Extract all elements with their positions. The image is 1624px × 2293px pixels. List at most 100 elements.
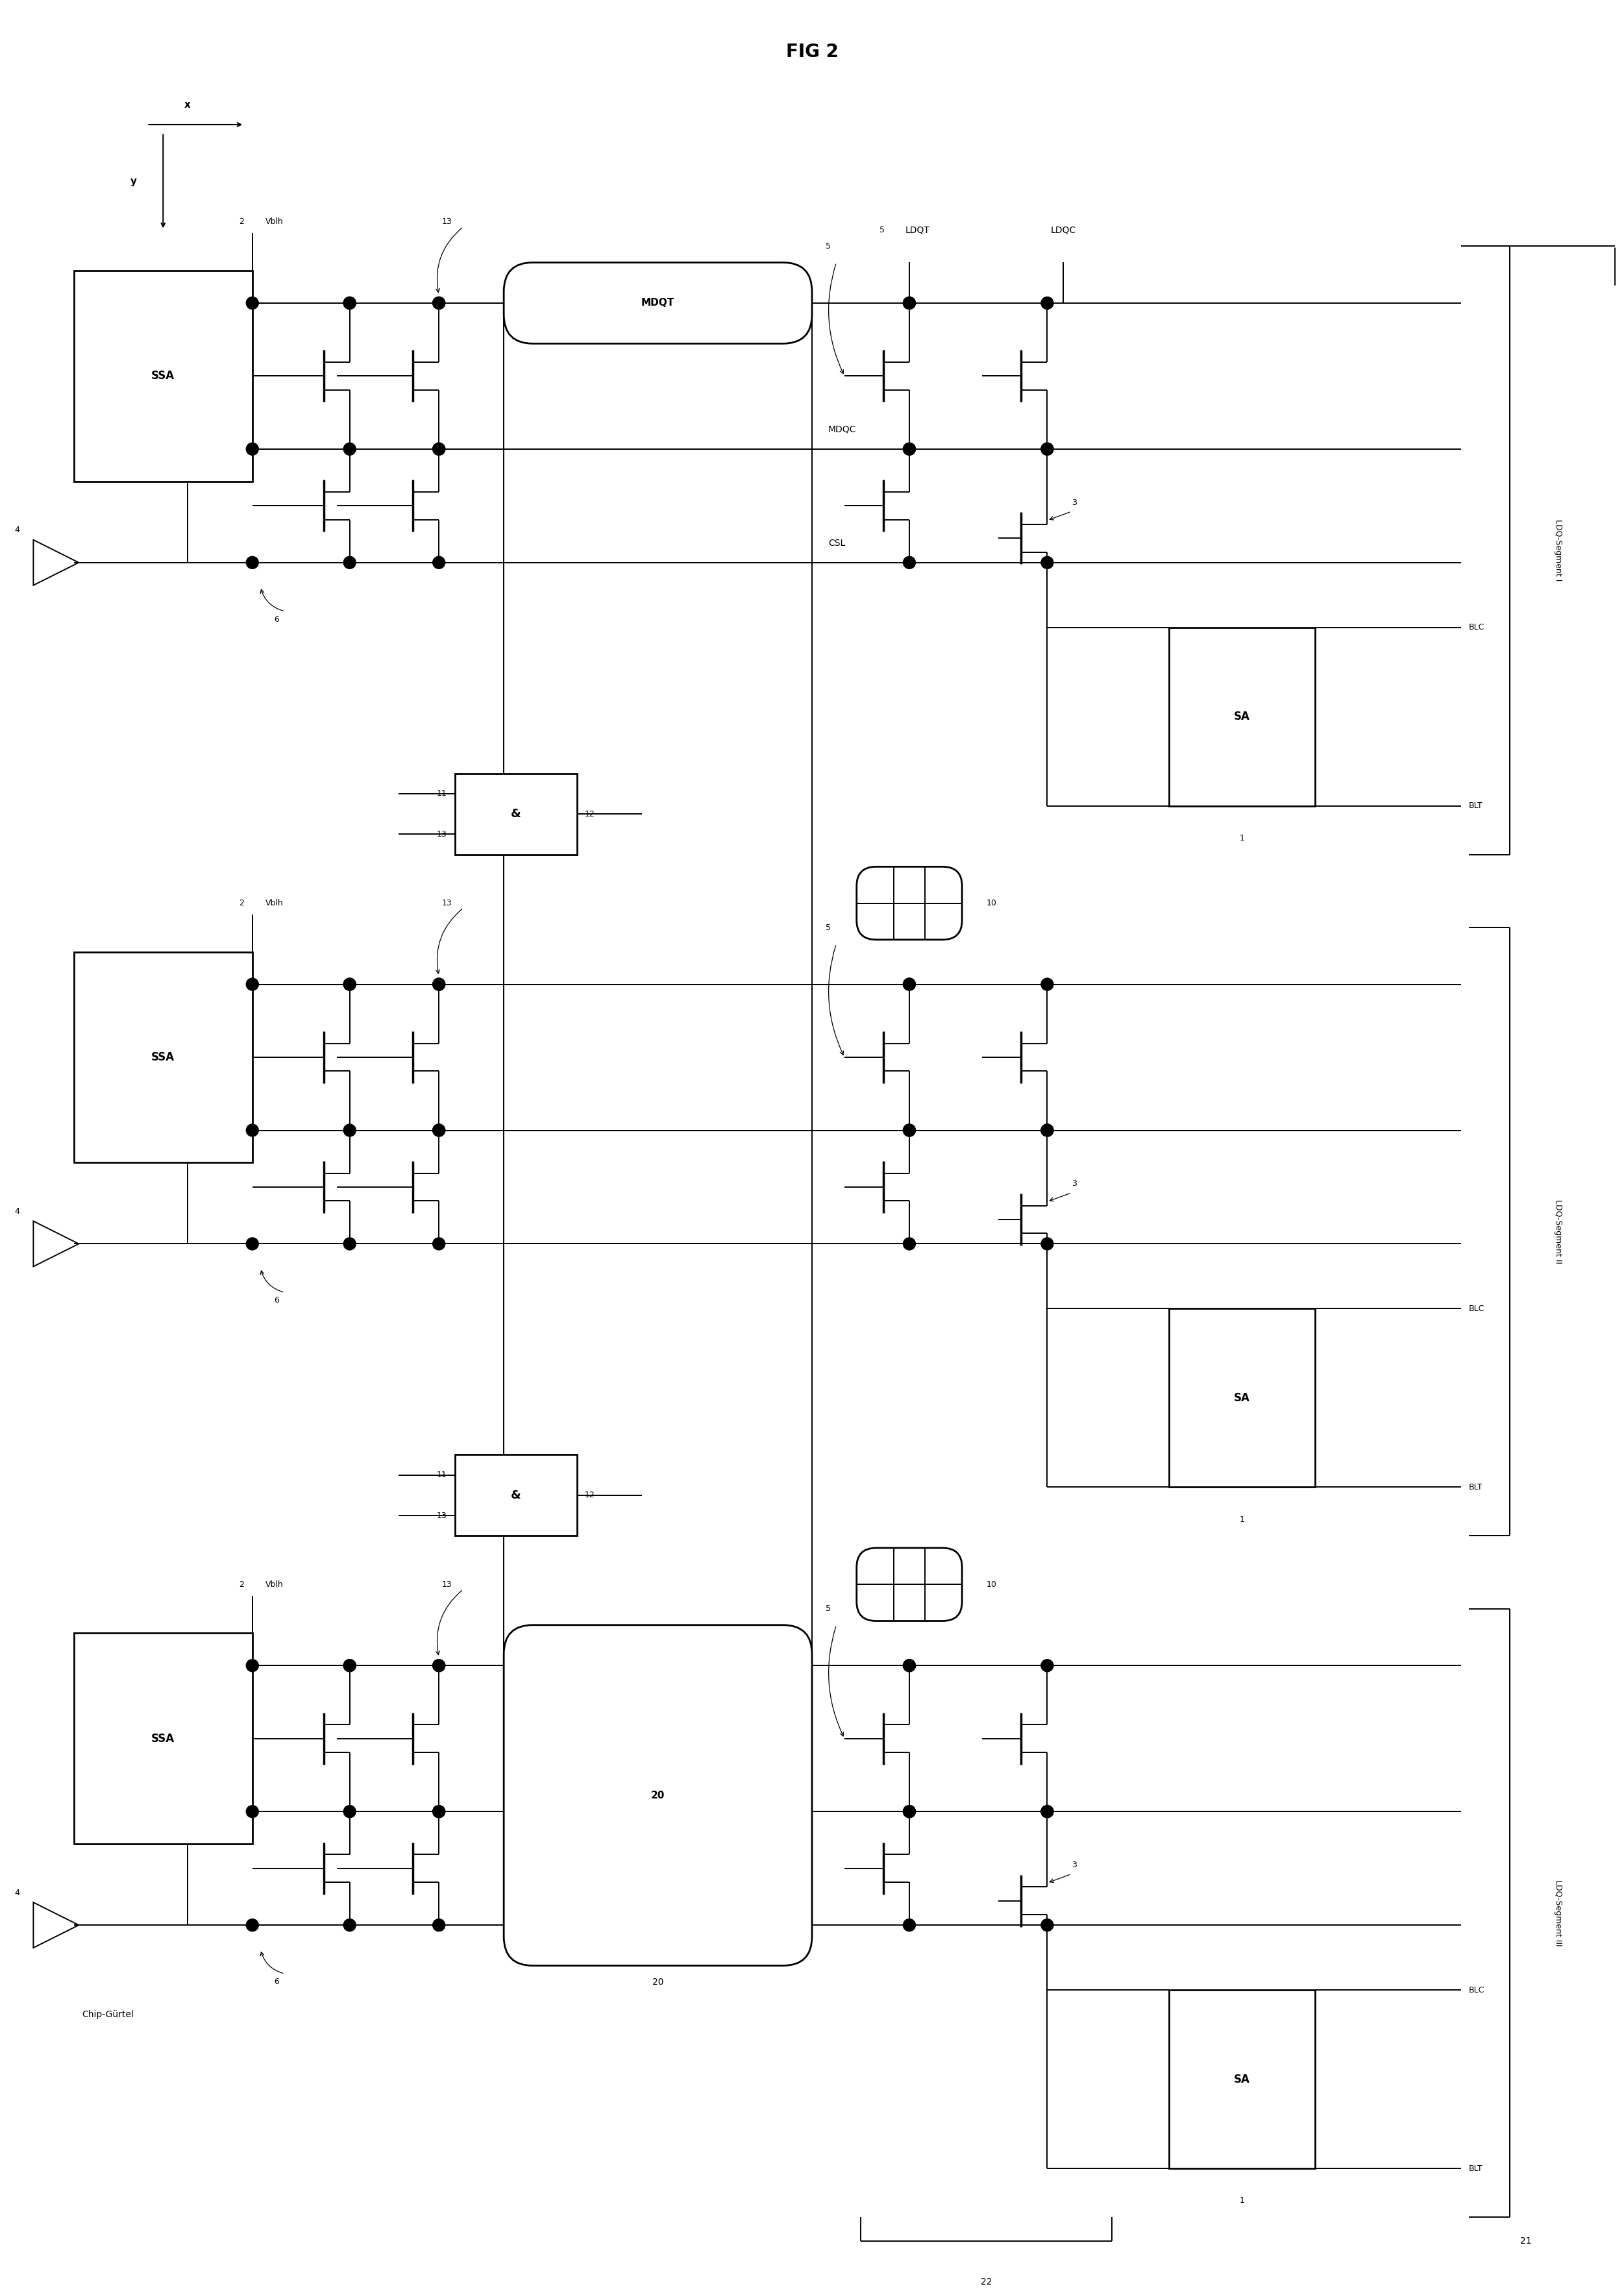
Circle shape bbox=[432, 443, 445, 456]
Text: 4: 4 bbox=[15, 1206, 19, 1215]
Text: FIG 2: FIG 2 bbox=[786, 44, 838, 60]
Circle shape bbox=[1041, 296, 1054, 310]
Bar bbox=[75, 271, 252, 482]
Text: 13: 13 bbox=[437, 830, 447, 839]
Circle shape bbox=[1041, 1919, 1054, 1931]
Circle shape bbox=[432, 979, 445, 991]
Bar bbox=[75, 952, 252, 1163]
Text: 4: 4 bbox=[15, 525, 19, 534]
Circle shape bbox=[903, 296, 916, 310]
Circle shape bbox=[247, 557, 258, 569]
Text: &: & bbox=[512, 1490, 521, 1502]
Circle shape bbox=[903, 1660, 916, 1672]
FancyBboxPatch shape bbox=[856, 1548, 961, 1621]
Text: 13: 13 bbox=[442, 899, 451, 908]
Circle shape bbox=[1041, 1238, 1054, 1250]
FancyBboxPatch shape bbox=[856, 867, 961, 940]
Bar bbox=[455, 1454, 577, 1536]
Circle shape bbox=[344, 296, 356, 310]
Text: 4: 4 bbox=[15, 1889, 19, 1896]
Text: LDQ-Segment III: LDQ-Segment III bbox=[1554, 1880, 1562, 1947]
Text: x: x bbox=[184, 101, 190, 110]
Circle shape bbox=[432, 1660, 445, 1672]
Text: 1: 1 bbox=[1239, 2197, 1244, 2206]
Circle shape bbox=[432, 443, 445, 456]
Circle shape bbox=[903, 1124, 916, 1137]
Circle shape bbox=[903, 443, 916, 456]
Circle shape bbox=[1041, 1805, 1054, 1818]
Circle shape bbox=[903, 1805, 916, 1818]
Text: Chip-Gürtel: Chip-Gürtel bbox=[81, 2009, 133, 2018]
Circle shape bbox=[1041, 1805, 1054, 1818]
Text: 5: 5 bbox=[825, 1605, 831, 1612]
Text: &: & bbox=[512, 807, 521, 821]
Circle shape bbox=[432, 1660, 445, 1672]
Text: Vblh: Vblh bbox=[265, 1580, 283, 1589]
Circle shape bbox=[247, 296, 258, 310]
Text: BLC: BLC bbox=[1470, 1986, 1484, 1995]
Text: 21: 21 bbox=[1520, 2238, 1531, 2245]
Text: 12: 12 bbox=[585, 1490, 594, 1500]
Circle shape bbox=[344, 557, 356, 569]
Circle shape bbox=[432, 296, 445, 310]
Circle shape bbox=[1041, 1124, 1054, 1137]
Text: CSL: CSL bbox=[828, 539, 844, 548]
Circle shape bbox=[432, 1805, 445, 1818]
Bar bbox=[455, 773, 577, 855]
Circle shape bbox=[344, 1660, 356, 1672]
Text: 1: 1 bbox=[1239, 1516, 1244, 1525]
Text: 6: 6 bbox=[274, 1977, 279, 1986]
Text: 5: 5 bbox=[825, 924, 831, 931]
Text: 11: 11 bbox=[437, 789, 447, 798]
Text: Vblh: Vblh bbox=[265, 899, 283, 908]
Circle shape bbox=[344, 979, 356, 991]
Text: 5: 5 bbox=[880, 225, 885, 234]
Text: SA: SA bbox=[1234, 711, 1250, 722]
Text: 3: 3 bbox=[1072, 1862, 1077, 1869]
Circle shape bbox=[1041, 1660, 1054, 1672]
Text: 11: 11 bbox=[437, 1470, 447, 1479]
Text: 20: 20 bbox=[653, 1977, 664, 1986]
Text: BLT: BLT bbox=[1470, 1484, 1483, 1490]
Circle shape bbox=[432, 296, 445, 310]
Circle shape bbox=[903, 557, 916, 569]
Circle shape bbox=[247, 1919, 258, 1931]
Circle shape bbox=[432, 557, 445, 569]
Circle shape bbox=[1041, 1124, 1054, 1137]
Circle shape bbox=[1041, 557, 1054, 569]
Text: y: y bbox=[130, 177, 136, 186]
Text: BLT: BLT bbox=[1470, 2165, 1483, 2171]
Text: 2: 2 bbox=[239, 218, 244, 227]
Circle shape bbox=[247, 1805, 258, 1818]
Text: Vblh: Vblh bbox=[265, 218, 283, 227]
Circle shape bbox=[247, 443, 258, 456]
Text: 10: 10 bbox=[986, 1580, 997, 1589]
Circle shape bbox=[344, 443, 356, 456]
Text: MDQC: MDQC bbox=[828, 424, 856, 433]
Text: 22: 22 bbox=[981, 2277, 992, 2286]
Text: 12: 12 bbox=[585, 809, 594, 819]
Text: 10: 10 bbox=[986, 899, 997, 908]
Circle shape bbox=[432, 1124, 445, 1137]
Text: 20: 20 bbox=[651, 1791, 664, 1800]
Circle shape bbox=[903, 1660, 916, 1672]
Circle shape bbox=[344, 296, 356, 310]
Circle shape bbox=[344, 1805, 356, 1818]
Circle shape bbox=[903, 1124, 916, 1137]
Circle shape bbox=[247, 1660, 258, 1672]
Text: SSA: SSA bbox=[151, 1734, 175, 1745]
Text: 6: 6 bbox=[274, 1296, 279, 1305]
Text: SSA: SSA bbox=[151, 369, 175, 383]
Text: 13: 13 bbox=[442, 1580, 451, 1589]
Circle shape bbox=[903, 1805, 916, 1818]
Text: 13: 13 bbox=[442, 218, 451, 227]
Text: 5: 5 bbox=[825, 243, 831, 250]
Text: 6: 6 bbox=[274, 615, 279, 624]
Bar bbox=[1169, 1309, 1315, 1488]
Text: LDQ-Segment II: LDQ-Segment II bbox=[1554, 1199, 1562, 1263]
Bar bbox=[75, 1633, 252, 1844]
Circle shape bbox=[1041, 443, 1054, 456]
Text: 3: 3 bbox=[1072, 1179, 1077, 1188]
Text: 1: 1 bbox=[1239, 835, 1244, 842]
Bar bbox=[1169, 628, 1315, 805]
